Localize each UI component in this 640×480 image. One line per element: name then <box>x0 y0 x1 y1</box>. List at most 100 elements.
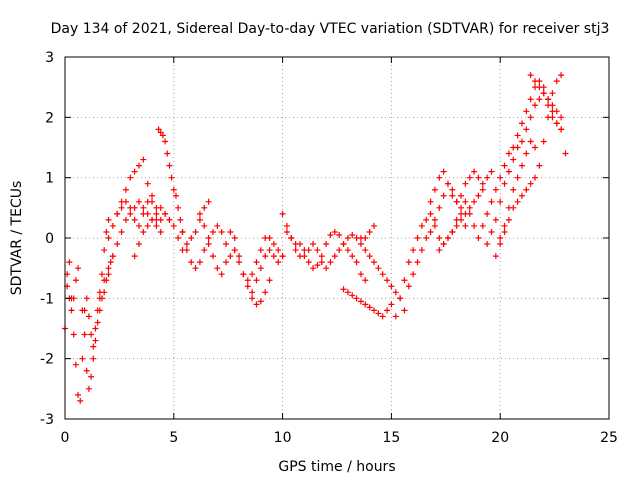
data-point <box>397 295 404 302</box>
series-arc-p <box>357 235 408 314</box>
data-point <box>344 289 351 296</box>
data-point <box>514 174 521 181</box>
data-point <box>362 301 369 308</box>
data-point <box>175 204 182 211</box>
data-point <box>144 222 151 229</box>
data-point <box>164 150 171 157</box>
data-point <box>105 265 112 272</box>
data-point <box>75 391 82 398</box>
data-point <box>266 277 273 284</box>
data-point <box>527 72 534 79</box>
data-point <box>244 283 251 290</box>
data-point <box>159 132 166 139</box>
data-point <box>501 162 508 169</box>
data-point <box>410 247 417 254</box>
data-point <box>492 216 499 223</box>
data-point <box>196 210 203 217</box>
data-point <box>318 259 325 266</box>
data-point <box>545 96 552 103</box>
data-point <box>209 253 216 260</box>
data-point <box>357 241 364 248</box>
chart-title: Day 134 of 2021, Sidereal Day-to-day VTE… <box>51 21 610 37</box>
data-point <box>553 78 560 85</box>
series-arc-k <box>231 235 286 284</box>
data-point <box>227 253 234 260</box>
data-point <box>96 307 103 314</box>
data-point <box>66 259 73 266</box>
data-point <box>192 265 199 272</box>
data-point <box>558 126 565 133</box>
data-point <box>532 78 539 85</box>
data-point <box>170 222 177 229</box>
data-point <box>357 271 364 278</box>
data-point <box>327 231 334 238</box>
data-point <box>149 198 156 205</box>
data-point <box>253 277 260 284</box>
data-point <box>257 298 264 305</box>
data-point <box>103 228 110 235</box>
x-tick-label: 15 <box>382 430 400 446</box>
data-point <box>131 216 138 223</box>
data-point <box>518 120 525 127</box>
data-point <box>135 198 142 205</box>
data-point <box>357 235 364 241</box>
series-arc-b <box>79 253 116 392</box>
data-point <box>114 210 121 217</box>
data-point <box>514 144 521 151</box>
data-point <box>436 235 443 241</box>
data-point <box>231 235 238 241</box>
data-point <box>423 216 430 223</box>
data-point <box>331 228 338 235</box>
data-point <box>370 259 377 266</box>
data-point <box>301 253 308 260</box>
data-point <box>310 241 317 248</box>
data-point <box>505 204 512 211</box>
data-point <box>162 210 169 217</box>
data-point <box>405 259 412 266</box>
data-point <box>479 180 486 187</box>
data-point <box>431 186 438 193</box>
data-point <box>366 228 373 235</box>
data-point <box>514 132 521 139</box>
data-point <box>375 310 382 317</box>
data-point <box>127 174 134 181</box>
data-point <box>366 304 373 311</box>
data-point <box>70 295 77 302</box>
data-point <box>466 210 473 217</box>
data-point <box>135 241 142 248</box>
data-point <box>453 198 460 205</box>
y-tick-label: -1 <box>40 291 54 307</box>
data-point <box>540 90 547 97</box>
data-point <box>384 307 391 314</box>
data-point <box>414 235 421 241</box>
data-point <box>153 210 160 217</box>
data-point <box>562 150 569 157</box>
data-point <box>157 204 164 211</box>
data-point <box>279 210 286 217</box>
data-point <box>96 295 103 302</box>
data-point <box>370 222 377 229</box>
data-point <box>471 222 478 229</box>
series-arc-r <box>405 180 469 290</box>
data-point <box>135 222 142 229</box>
data-point <box>249 289 256 296</box>
data-point <box>497 241 504 248</box>
data-point <box>497 174 504 181</box>
data-point <box>558 114 565 121</box>
data-point <box>157 228 164 235</box>
y-axis-ticks: -3 -2 -1 0 1 2 3 <box>40 50 609 428</box>
data-point <box>362 247 369 254</box>
data-point <box>301 247 308 254</box>
data-point <box>427 198 434 205</box>
data-point <box>388 283 395 290</box>
data-point <box>118 204 125 211</box>
data-point <box>214 222 221 229</box>
y-tick-label: -3 <box>40 412 54 428</box>
data-point <box>549 114 556 121</box>
data-point <box>266 235 273 241</box>
data-point <box>223 241 230 248</box>
data-point <box>85 385 92 392</box>
data-point <box>88 331 95 338</box>
data-point <box>283 228 290 235</box>
